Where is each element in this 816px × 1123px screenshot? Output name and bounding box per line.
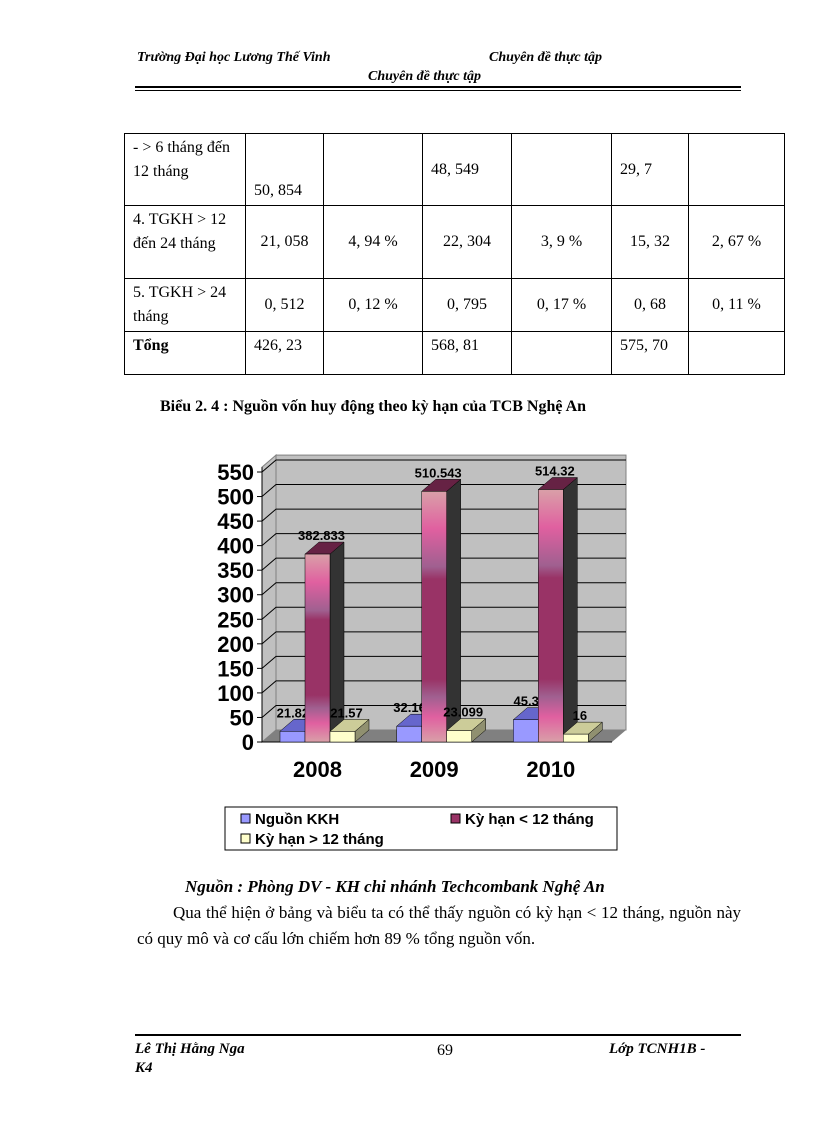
bar-0 — [513, 719, 539, 743]
bar-side — [446, 478, 461, 743]
gridline — [261, 484, 626, 497]
y-tick-label: 0 — [242, 730, 254, 755]
table-cell: 0, 68 — [611, 278, 689, 332]
table-cell: 3, 9 % — [511, 205, 612, 279]
gridline — [261, 582, 626, 596]
table-cell — [323, 331, 423, 375]
table-cell: 426, 23 — [245, 331, 324, 375]
y-tick-label: 500 — [217, 485, 254, 510]
y-tick-label: 200 — [217, 632, 254, 657]
bar-2 — [329, 731, 356, 743]
table-row: 4. TGKH > 12 đến 24 tháng 21, 058 4, 94 … — [124, 205, 785, 279]
legend-box — [224, 806, 618, 851]
table-cell: 5. TGKH > 24 tháng — [124, 278, 246, 332]
chart-caption: Biểu 2. 4 : Nguồn vốn huy động theo kỳ h… — [160, 398, 587, 415]
table-row: 5. TGKH > 24 tháng 0, 512 0, 12 % 0, 795… — [124, 278, 785, 332]
y-tick-label: 550 — [217, 460, 254, 485]
gridline — [261, 704, 626, 718]
legend-label: Kỳ hạn > 12 tháng — [255, 831, 384, 848]
x-tick-label: 2008 — [293, 757, 342, 782]
y-tick-label: 300 — [217, 583, 254, 608]
data-label: 514.32 — [535, 464, 575, 479]
table-row: - > 6 tháng đến 12 tháng 50, 854 48, 549… — [124, 133, 785, 206]
legend-swatch — [240, 813, 251, 824]
data-label: 16 — [573, 708, 587, 723]
source-note: Nguồn : Phòng DV - KH chi nhánh Techcomb… — [185, 877, 605, 896]
table-cell: 0, 11 % — [688, 278, 785, 332]
gridline — [261, 606, 626, 620]
data-label: 382.833 — [298, 528, 345, 543]
gridline — [261, 508, 626, 522]
gridline — [261, 680, 626, 694]
table-cell: 575, 70 — [611, 331, 689, 375]
data-label: 23.099 — [443, 705, 483, 720]
y-tick-label: 350 — [217, 558, 254, 583]
table-cell: 0, 512 — [245, 278, 324, 332]
footer-author: Lê Thị Hằng Nga — [135, 1041, 245, 1057]
table-cell: 21, 058 — [245, 205, 324, 279]
bar-side — [563, 476, 578, 743]
header-topic: Chuyên đề thực tập — [489, 50, 603, 65]
header-rule — [135, 86, 741, 88]
header-school: Trường Đại học Lương Thế Vinh — [137, 50, 331, 65]
data-label: 510.543 — [415, 465, 462, 480]
table-cell — [688, 331, 785, 375]
data-label: 21.57 — [330, 705, 363, 720]
footer-rule — [135, 1034, 741, 1036]
x-tick-label: 2009 — [410, 757, 459, 782]
table-cell: Tổng — [124, 331, 246, 375]
body-paragraph: Qua thể hiện ở bảng và biểu ta có thể th… — [137, 903, 741, 948]
bar-2 — [446, 730, 472, 743]
gridline — [261, 459, 626, 473]
header-rule-thin — [135, 90, 741, 91]
gridline — [261, 631, 626, 645]
table-cell: 29, 7 — [611, 133, 689, 206]
y-tick-label: 400 — [217, 534, 254, 559]
y-tick-label: 150 — [217, 656, 254, 681]
bar-0 — [396, 725, 422, 743]
legend-swatch — [240, 833, 251, 844]
bar-chart-3d: 05010015020025030035040045050055021.8273… — [217, 454, 627, 851]
header-topic-center: Chuyên đề thực tập — [368, 69, 482, 84]
gridline — [261, 533, 626, 547]
table-cell: 4, 94 % — [323, 205, 423, 279]
table-cell: 0, 17 % — [511, 278, 612, 332]
bar-0 — [279, 731, 306, 743]
gridline — [261, 655, 626, 669]
footer-class: Lớp TCNH1B - — [609, 1041, 706, 1057]
legend-swatch — [450, 813, 461, 824]
bar-1 — [421, 491, 447, 743]
data-label: 45.38 — [514, 694, 547, 709]
bar-1 — [538, 489, 564, 743]
x-tick-label: 2010 — [526, 757, 575, 782]
page-number: 69 — [437, 1042, 453, 1059]
bar-2 — [563, 733, 589, 743]
table-cell: 0, 12 % — [323, 278, 423, 332]
footer-author-line2: K4 — [135, 1060, 153, 1076]
table-cell: - > 6 tháng đến 12 tháng — [124, 133, 246, 206]
y-tick-label: 50 — [230, 705, 254, 730]
bar-1 — [304, 553, 331, 743]
y-tick-label: 250 — [217, 607, 254, 632]
legend-label: Nguồn KKH — [255, 811, 339, 828]
y-tick-label: 100 — [217, 681, 254, 706]
table-row: Tổng 426, 23 568, 81 575, 70 — [124, 331, 785, 375]
y-tick-label: 450 — [217, 509, 254, 534]
side-wall — [261, 454, 277, 744]
gridline — [261, 557, 626, 571]
legend-label: Kỳ hạn < 12 tháng — [465, 811, 594, 828]
table-cell: 2, 67 % — [688, 205, 785, 279]
data-table: - > 6 tháng đến 12 tháng 50, 854 48, 549… — [124, 133, 785, 375]
